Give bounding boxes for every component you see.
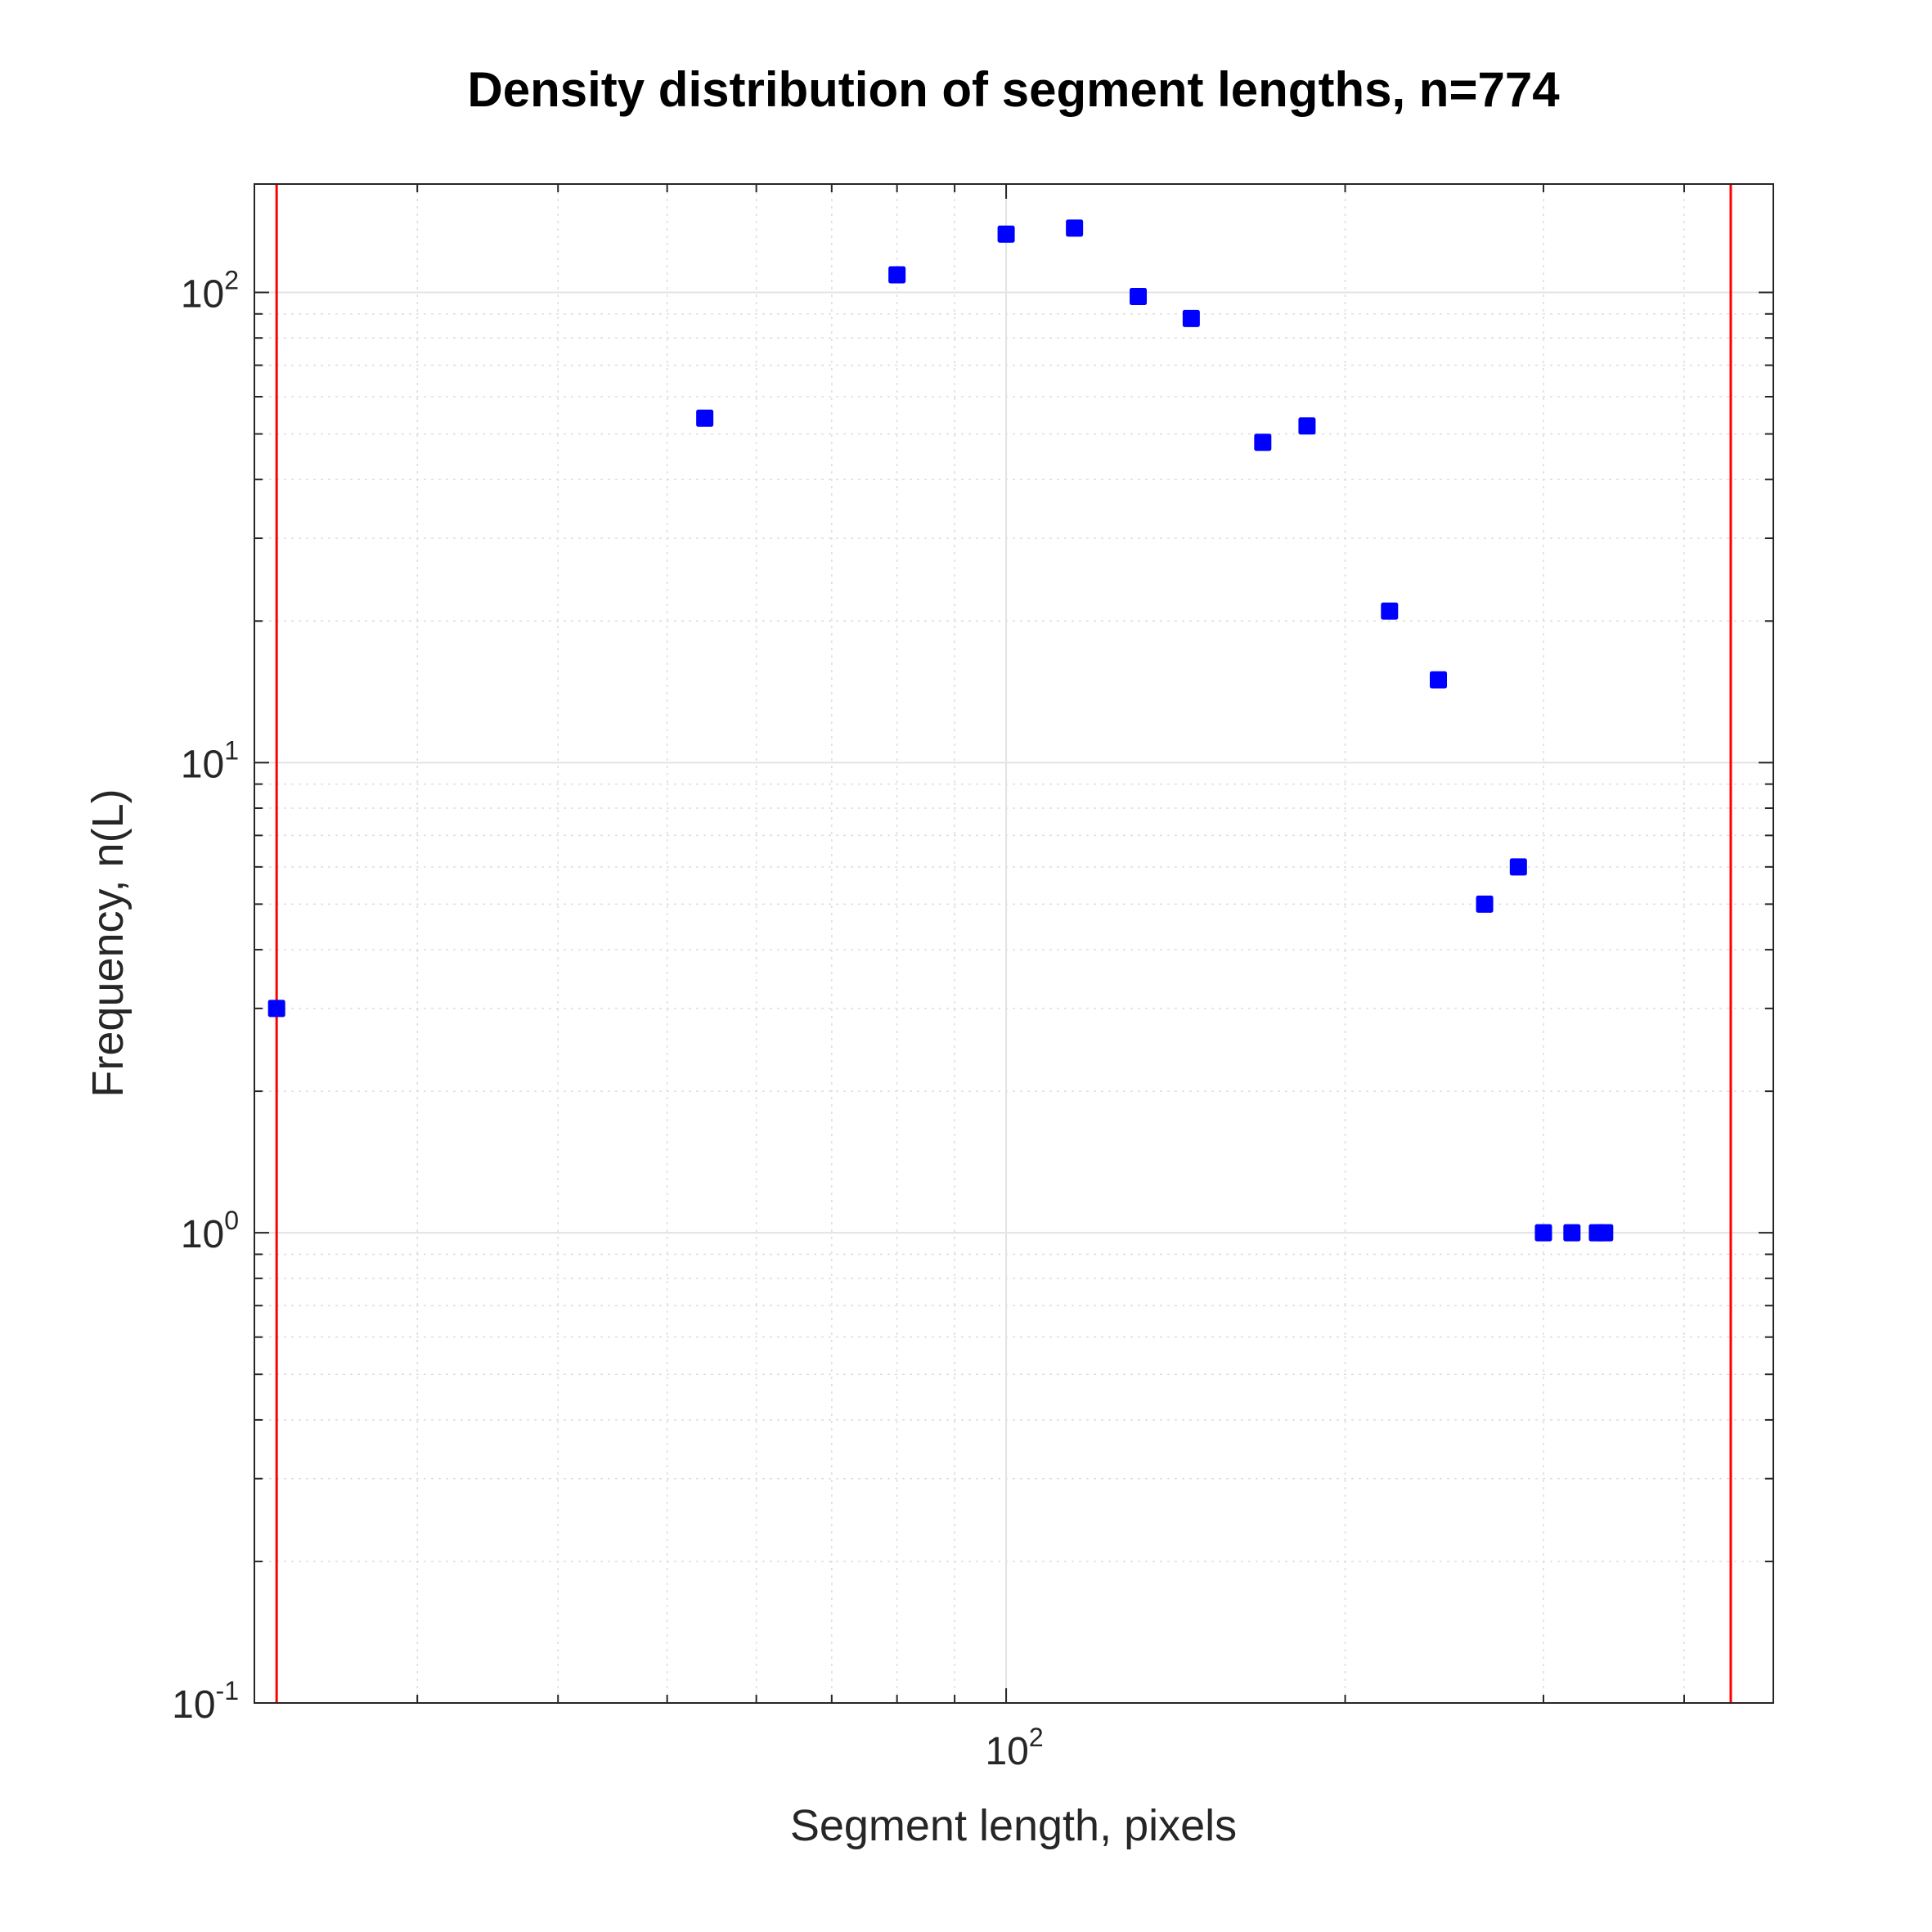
- data-point: [1298, 417, 1316, 435]
- chart-title: Density distribution of segment lengths,…: [467, 62, 1560, 117]
- x-tick-label: 102: [985, 1723, 1043, 1773]
- plot-area-frame: [254, 183, 1774, 1704]
- data-point: [1534, 1224, 1552, 1242]
- data-point: [1476, 895, 1494, 913]
- data-point: [1066, 219, 1084, 237]
- data-point: [997, 225, 1015, 243]
- y-axis-label: Frequency, n(L): [83, 789, 133, 1097]
- reference-lines: [275, 184, 1732, 1703]
- x-axis-label: Segment length, pixels: [790, 1801, 1237, 1850]
- data-point: [1182, 309, 1200, 327]
- minor-grid: [254, 184, 1773, 1703]
- data-point: [1381, 602, 1399, 620]
- y-tick-label: 10-1: [172, 1676, 239, 1727]
- tick-labels: 10-1 100 101 102 102: [172, 265, 1044, 1773]
- data-points: [267, 219, 1614, 1242]
- y-tick-label: 100: [181, 1206, 239, 1256]
- y-tick-label: 102: [181, 265, 239, 316]
- data-point: [888, 266, 906, 284]
- data-point: [1130, 288, 1148, 306]
- data-point: [1563, 1224, 1581, 1242]
- data-point: [267, 1000, 285, 1018]
- data-point: [1509, 858, 1527, 876]
- data-point: [1430, 671, 1448, 689]
- data-point: [1254, 434, 1272, 452]
- data-point: [1596, 1224, 1614, 1242]
- major-grid: [254, 184, 1773, 1703]
- data-point: [696, 409, 714, 427]
- y-tick-label: 101: [181, 735, 239, 786]
